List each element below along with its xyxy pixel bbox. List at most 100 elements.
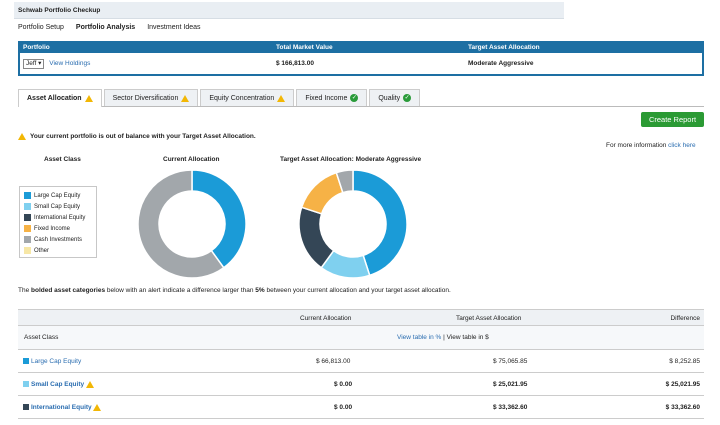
legend-item: Small Cap Equity: [24, 201, 92, 212]
asset-cell: International Equity: [23, 396, 102, 419]
note-text: between your current allocation and your…: [264, 287, 451, 294]
difference-value: $ 8,252.85: [669, 358, 700, 365]
more-info: For more information click here: [606, 142, 696, 149]
legend-item: International Equity: [24, 212, 92, 223]
target-allocation-header: Target Asset Allocation: [468, 44, 540, 51]
click-here-link[interactable]: click here: [668, 142, 696, 149]
view-toggle: View table in % | View table in $: [397, 326, 489, 350]
legend-swatch: [24, 203, 31, 210]
asset-cell: Small Cap Equity: [23, 373, 94, 396]
legend-item: Large Cap Equity: [24, 190, 92, 201]
warning-icon: [85, 380, 94, 388]
table-row: Small Cap Equity $ 0.00 $ 25,021.95 $ 25…: [18, 373, 704, 396]
donut-slice-cash-investments: [335, 169, 354, 194]
tab-sector-diversification[interactable]: Sector Diversification: [103, 89, 199, 106]
tab-fixed-income[interactable]: Fixed Income ✓: [296, 89, 368, 106]
legend-swatch: [24, 192, 31, 199]
portfolio-header: Portfolio: [23, 44, 50, 51]
nav-portfolio-setup[interactable]: Portfolio Setup: [18, 24, 64, 31]
market-value: $ 166,813.00: [276, 60, 314, 67]
allocation-table: Current Allocation Target Asset Allocati…: [18, 309, 704, 419]
legend-swatch: [24, 225, 31, 232]
donut-slice-fixed-income: [300, 171, 344, 215]
tab-label: Quality: [378, 94, 401, 102]
app-title: Schwab Portfolio Checkup: [18, 7, 101, 14]
legend-label: Small Cap Equity: [34, 203, 81, 210]
difference-value: $ 33,362.60: [665, 404, 700, 411]
asset-class-title: Asset Class: [44, 156, 81, 163]
current-allocation-title: Current Allocation: [163, 156, 220, 163]
table-note: The bolded asset categories below with a…: [18, 287, 451, 294]
view-dollar-label: View table in $: [446, 334, 489, 341]
app-title-bar: Schwab Portfolio Checkup: [14, 2, 564, 19]
target-value: $ 25,021.95: [493, 381, 528, 388]
portfolio-summary: Portfolio Total Market Value Target Asse…: [18, 41, 704, 76]
tab-quality[interactable]: Quality ✓: [369, 89, 421, 106]
note-text: The: [18, 287, 32, 294]
account-select-value: Jeff: [26, 60, 37, 67]
check-icon: ✓: [403, 94, 412, 102]
header-current: Current Allocation: [300, 315, 352, 322]
check-icon: ✓: [350, 94, 359, 102]
legend-item: Fixed Income: [24, 223, 92, 234]
current-value: $ 66,813.00: [316, 358, 351, 365]
alert-message: Your current portfolio is out of balance…: [18, 133, 256, 140]
legend-label: Other: [34, 247, 50, 254]
target-value: $ 33,362.60: [493, 404, 528, 411]
top-nav: Portfolio Setup Portfolio Analysis Inves…: [18, 24, 201, 36]
legend-label: International Equity: [34, 214, 86, 221]
difference-value: $ 25,021.95: [665, 381, 700, 388]
header-target: Target Asset Allocation: [456, 315, 522, 322]
tab-asset-allocation[interactable]: Asset Allocation: [18, 89, 102, 107]
tab-label: Asset Allocation: [27, 95, 82, 102]
separator: |: [441, 334, 447, 341]
note-text: below with an alert indicate a differenc…: [105, 287, 256, 294]
legend-item: Cash Investments: [24, 234, 92, 245]
table-subheader: Asset Class View table in % | View table…: [18, 326, 704, 350]
portfolio-cell: Jeff ▾ View Holdings: [20, 53, 273, 74]
table-header: Current Allocation Target Asset Allocati…: [18, 309, 704, 326]
international-equity-link[interactable]: International Equity: [31, 404, 92, 411]
current-value: $ 0.00: [334, 404, 353, 411]
note-bold: bolded asset categories: [31, 287, 106, 294]
chart-legend: Large Cap Equity Small Cap Equity Intern…: [19, 186, 97, 258]
legend-label: Cash Investments: [34, 236, 83, 243]
alert-text: Your current portfolio is out of balance…: [30, 133, 256, 140]
tab-label: Equity Concentration: [209, 94, 275, 102]
view-percent-link[interactable]: View table in %: [397, 334, 442, 341]
warning-icon: [18, 133, 26, 140]
target-allocation-title: Target Asset Allocation: Moderate Aggres…: [280, 156, 422, 163]
asset-class-header: Asset Class: [24, 334, 59, 341]
analysis-tabs: Asset Allocation Sector Diversification …: [18, 89, 704, 107]
legend-item: Other: [24, 245, 92, 256]
asset-cell: Large Cap Equity: [23, 350, 81, 373]
tab-label: Fixed Income: [305, 94, 348, 102]
color-square: [23, 404, 29, 411]
target-allocation-value: Moderate Aggressive: [468, 60, 534, 67]
tab-equity-concentration[interactable]: Equity Concentration: [200, 89, 295, 106]
legend-swatch: [24, 236, 31, 243]
tab-label: Sector Diversification: [112, 94, 179, 102]
create-report-button[interactable]: Create Report: [641, 112, 704, 127]
target-value: $ 75,065.85: [493, 358, 528, 365]
header-difference: Difference: [670, 315, 700, 322]
portfolio-value-row: Jeff ▾ View Holdings $ 166,813.00 Modera…: [20, 53, 702, 74]
color-square: [23, 358, 29, 365]
legend-swatch: [24, 247, 31, 254]
small-cap-equity-link[interactable]: Small Cap Equity: [31, 381, 85, 388]
large-cap-equity-link[interactable]: Large Cap Equity: [31, 358, 82, 365]
view-holdings-link[interactable]: View Holdings: [49, 60, 91, 67]
warning-icon: [277, 94, 286, 102]
more-info-text: For more information: [606, 142, 667, 149]
table-row: Large Cap Equity $ 66,813.00 $ 75,065.85…: [18, 350, 704, 373]
donut-slice-large-cap-equity: [191, 169, 247, 269]
portfolio-header-row: Portfolio Total Market Value Target Asse…: [20, 43, 702, 53]
table-row: International Equity $ 0.00 $ 33,362.60 …: [18, 396, 704, 419]
chevron-down-icon: ▾: [38, 60, 42, 67]
warning-icon: [181, 94, 190, 102]
nav-investment-ideas[interactable]: Investment Ideas: [147, 24, 201, 31]
nav-portfolio-analysis[interactable]: Portfolio Analysis: [75, 24, 136, 31]
warning-icon: [93, 403, 102, 411]
account-select[interactable]: Jeff ▾: [23, 59, 45, 69]
market-value-header: Total Market Value: [276, 44, 333, 51]
